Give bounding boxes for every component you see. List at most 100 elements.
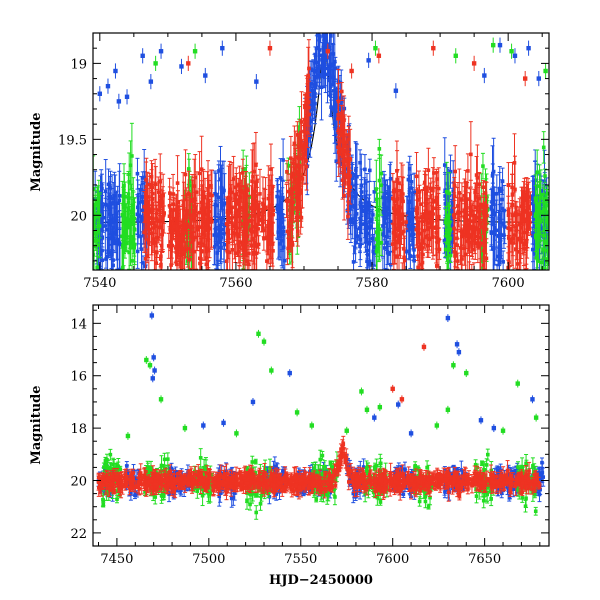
data-point: [374, 230, 379, 234]
data-point: [376, 223, 380, 228]
data-point: [352, 220, 357, 225]
data-point: [412, 190, 417, 195]
data-point: [100, 204, 105, 209]
data-point: [530, 201, 535, 206]
data-point: [106, 205, 111, 209]
data-point: [249, 244, 254, 248]
data-point: [278, 200, 283, 205]
data-point: [145, 254, 149, 258]
data-point: [496, 254, 500, 259]
data-point: [195, 225, 200, 229]
data-point: [129, 210, 134, 215]
data-point: [127, 250, 131, 255]
data-point: [212, 233, 217, 237]
data-point: [246, 188, 250, 193]
data-point: [176, 200, 180, 205]
data-point: [236, 183, 241, 188]
data-point: [93, 227, 95, 231]
data-point: [179, 241, 184, 246]
data-point: [93, 202, 97, 207]
data-point: [384, 234, 389, 239]
data-point: [538, 193, 543, 197]
data-point: [347, 147, 352, 152]
data-point: [93, 212, 97, 217]
data-point: [368, 168, 372, 173]
data-point: [408, 254, 413, 259]
data-point: [295, 224, 300, 228]
data-point: [308, 99, 313, 104]
data-point: [115, 201, 120, 205]
data-point: [166, 244, 171, 248]
data-point: [175, 211, 180, 216]
data-point: [404, 222, 409, 227]
data-point: [175, 181, 180, 185]
data-point: [250, 237, 254, 242]
data-point: [181, 203, 185, 208]
data-point: [227, 190, 232, 195]
data-point: [218, 234, 222, 238]
data-point: [245, 222, 249, 226]
data-point: [247, 219, 251, 223]
data-point: [334, 110, 339, 115]
data-point: [448, 237, 452, 241]
data-point: [231, 177, 236, 181]
data-point: [489, 230, 494, 235]
data-point: [98, 252, 103, 256]
data-point: [197, 210, 202, 215]
data-point: [93, 227, 98, 231]
data-point: [489, 205, 494, 209]
data-point: [367, 263, 372, 267]
data-point: [282, 258, 287, 263]
data-point: [286, 164, 291, 168]
data-point: [451, 189, 456, 193]
data-point: [176, 231, 181, 236]
data-point: [182, 250, 187, 254]
data-point: [123, 236, 128, 241]
data-point: [531, 247, 535, 252]
data-point: [363, 167, 367, 172]
data-point: [332, 59, 337, 64]
data-point: [333, 66, 338, 71]
data-point: [154, 211, 159, 216]
data-point: [447, 191, 451, 196]
data-point: [305, 130, 310, 135]
data-point: [256, 242, 261, 247]
data-point: [100, 186, 104, 191]
data-point: [364, 239, 369, 244]
data-point: [142, 230, 146, 235]
data-point: [358, 238, 363, 242]
data-point: [167, 214, 172, 219]
data-point: [359, 190, 364, 194]
data-point: [315, 74, 320, 79]
data-point: [93, 186, 95, 191]
data-point: [233, 214, 237, 218]
data-point: [546, 215, 549, 219]
data-point: [445, 181, 450, 186]
data-point: [377, 178, 382, 183]
data-point: [95, 265, 99, 270]
data-point: [181, 230, 186, 235]
data-point: [202, 243, 206, 248]
data-point: [231, 230, 235, 235]
data-point: [204, 219, 208, 224]
data-point: [380, 232, 385, 236]
data-point: [541, 145, 546, 150]
data-point: [280, 195, 285, 200]
data-point: [207, 209, 212, 214]
data-point: [246, 224, 251, 228]
data-point: [206, 205, 210, 209]
data-point: [545, 191, 549, 196]
data-point: [123, 229, 127, 234]
data-point: [366, 206, 371, 211]
data-point: [193, 175, 198, 180]
data-point: [135, 249, 140, 254]
data-point: [95, 199, 99, 204]
data-point: [285, 229, 290, 234]
data-point: [532, 250, 537, 255]
data-point: [158, 179, 163, 184]
data-point: [406, 177, 411, 182]
data-point: [214, 242, 219, 247]
data-point: [496, 233, 501, 238]
data-point: [332, 93, 337, 97]
